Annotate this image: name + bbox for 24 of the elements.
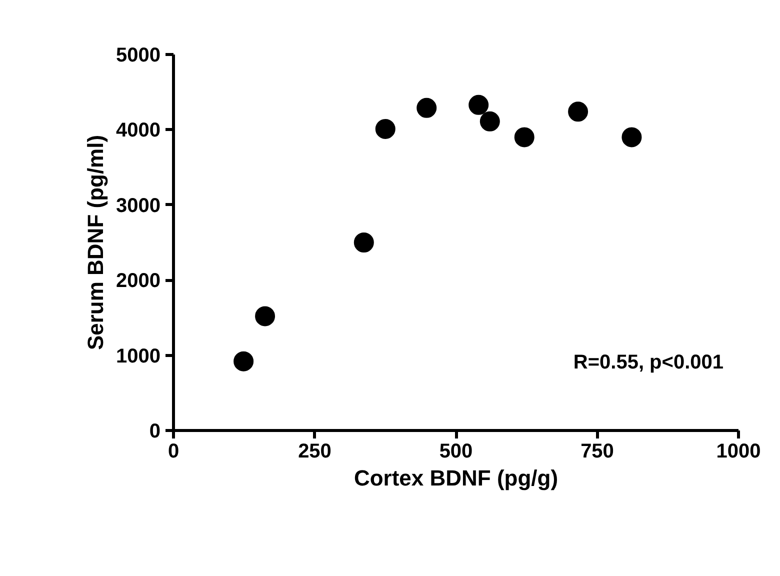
y-tick-label: 1000 bbox=[116, 345, 161, 368]
point bbox=[622, 127, 642, 148]
point bbox=[255, 306, 276, 326]
y-axis-title: Serum BDNF (pg/ml) bbox=[83, 134, 108, 350]
y-tick-label: 0 bbox=[149, 420, 160, 442]
point bbox=[514, 127, 534, 148]
y-tick-label: 5000 bbox=[116, 44, 161, 66]
point bbox=[568, 102, 588, 122]
point bbox=[416, 98, 437, 118]
annotation: R=0.55, p<0.001 bbox=[573, 352, 724, 374]
point bbox=[234, 351, 254, 372]
point bbox=[375, 118, 396, 139]
x-tick-label: 500 bbox=[439, 440, 473, 462]
x-tick-label: 0 bbox=[168, 440, 180, 462]
point bbox=[354, 232, 374, 252]
y-tick-label: 4000 bbox=[116, 120, 161, 142]
x-tick-label: 250 bbox=[298, 440, 332, 462]
x-tick-label: 1000 bbox=[716, 440, 761, 462]
point bbox=[480, 111, 500, 132]
point bbox=[468, 94, 489, 115]
x-tick-label: 750 bbox=[580, 440, 614, 462]
y-tick-label: 3000 bbox=[116, 194, 161, 217]
y-tick-label: 2000 bbox=[116, 270, 161, 292]
x-axis-title: Cortex BDNF (pg/g) bbox=[354, 466, 558, 490]
